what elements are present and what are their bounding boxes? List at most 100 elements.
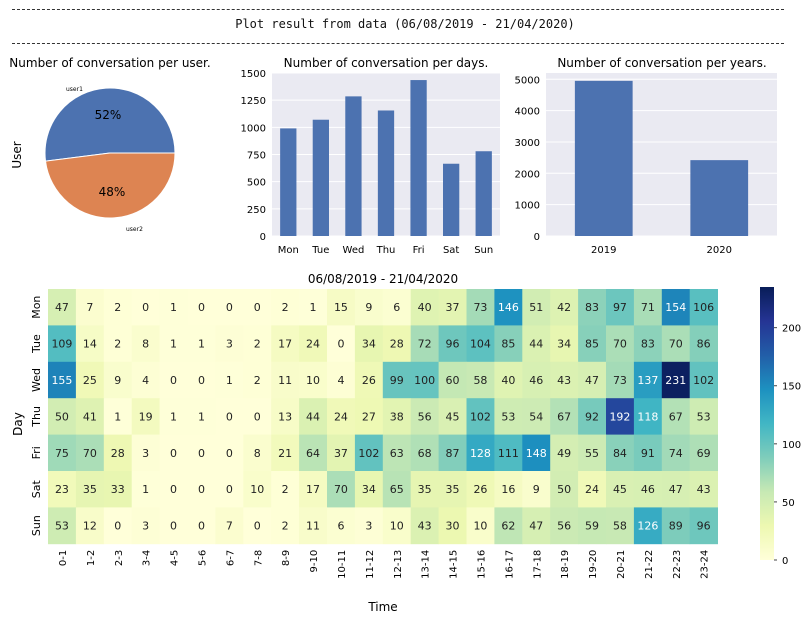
heatmap-chart: 06/08/2019 - 21/04/2020 47 7 2 0 1 0 0 0 2 1 15 9 6 4… — [11, 272, 801, 614]
heatmap-title: 06/08/2019 - 21/04/2020 — [308, 272, 458, 286]
heatmap-cell-value: 10 — [473, 520, 487, 533]
heatmap-cell — [689, 471, 718, 508]
heatmap-row-label: Sun — [30, 515, 43, 536]
heatmap-cell — [299, 325, 328, 363]
heatmap-cell — [522, 434, 551, 472]
heatmap-cell-value: 42 — [557, 301, 571, 314]
heatmap-cell-value: 49 — [557, 447, 571, 460]
heatmap-cell-value: 70 — [83, 447, 97, 460]
heatmap-cell-value: 24 — [585, 483, 599, 496]
heatmap-cell-value: 16 — [501, 483, 515, 496]
heatmap-cell-value: 0 — [198, 520, 205, 533]
years-ytick-label: 2000 — [515, 169, 540, 180]
heatmap-cell — [187, 507, 216, 545]
heatmap-cell-value: 37 — [446, 301, 460, 314]
heatmap-cell-value: 40 — [501, 374, 515, 387]
heatmap-cell-value: 10 — [250, 483, 264, 496]
heatmap-cell — [48, 398, 77, 435]
days-ytick-label: 500 — [247, 178, 266, 189]
heatmap-cell — [550, 434, 579, 472]
heatmap-cell-value: 0 — [170, 447, 177, 460]
heatmap-cell — [410, 471, 439, 508]
heatmap-column-label: 13-14 — [421, 550, 432, 579]
heatmap-cell-value: 19 — [139, 410, 153, 423]
heatmap-cell — [187, 325, 216, 363]
days-bar-fri — [410, 80, 427, 237]
heatmap-cell — [75, 361, 105, 399]
heatmap-cell — [243, 289, 272, 326]
bar-chart-days: Number of conversation per days. 0 250 500… — [241, 56, 500, 256]
heatmap-cell-value: 53 — [501, 410, 515, 423]
heatmap-cells: 47 7 2 0 1 0 0 0 2 1 15 9 6 40 37 73 146 51 42 83 97 71 154 106… — [48, 289, 718, 545]
heatmap-cell — [382, 289, 412, 326]
heatmap-cell — [131, 507, 160, 545]
heatmap-cell — [327, 361, 356, 399]
days-bar-tue — [312, 119, 329, 236]
heatmap-cell-value: 71 — [641, 301, 655, 314]
years-ytick-label: 4000 — [515, 107, 540, 118]
heatmap-cell — [75, 398, 105, 435]
colorbar-tick-label: 200 — [782, 324, 801, 335]
heatmap-cell-value: 38 — [390, 410, 404, 423]
heatmap-cell — [354, 325, 384, 363]
heatmap-row-labels: Mon Tue Wed Thu Fri Sat Sun — [30, 296, 43, 536]
heatmap-column-labels: 0-1 1-2 2-3 3-4 4-5 5-6 6-7 7-8 8-9 9-10 10-11 11-1… — [58, 550, 711, 579]
heatmap-cell — [578, 507, 607, 545]
heatmap-cell — [327, 289, 356, 326]
heatmap-cell — [382, 361, 412, 399]
heatmap-cell — [494, 289, 523, 326]
days-ytick-labels: 0 250 500 750 1000 1250 1500 — [241, 69, 266, 243]
heatmap-cell-value: 9 — [365, 301, 372, 314]
heatmap-xlabel: Time — [367, 600, 397, 614]
heatmap-cell-value: 0 — [254, 301, 261, 314]
heatmap-row-label: Tue — [30, 334, 43, 354]
heatmap-cell — [522, 507, 551, 545]
heatmap-cell — [466, 325, 495, 363]
heatmap-cell — [606, 434, 635, 472]
heatmap-cell — [103, 434, 133, 472]
heatmap-cell-value: 24 — [334, 410, 348, 423]
pie-label-user2: user2 — [126, 226, 143, 233]
heatmap-row-label: Sat — [30, 480, 43, 499]
heatmap-cell-value: 1 — [170, 338, 177, 351]
years-ytick-label: 1000 — [515, 201, 540, 212]
heatmap-cell — [131, 289, 160, 326]
heatmap-cell — [466, 471, 495, 508]
heatmap-cell — [103, 471, 133, 508]
days-bar-mon — [280, 128, 297, 236]
heatmap-cell — [271, 361, 300, 399]
heatmap-cell-value: 50 — [557, 483, 571, 496]
heatmap-cell-value: 64 — [306, 447, 320, 460]
heatmap-cell-value: 0 — [198, 374, 205, 387]
heatmap-cell — [187, 471, 216, 508]
heatmap-cell-value: 0 — [114, 520, 121, 533]
page-title: Plot result from data (06/08/2019 - 21/0… — [235, 17, 575, 31]
days-bar-wed — [345, 96, 362, 236]
heatmap-cell — [410, 361, 439, 399]
heatmap-cell-value: 27 — [362, 410, 376, 423]
heatmap-cell — [103, 507, 133, 545]
heatmap-cell — [103, 289, 133, 326]
pie-slice-user2 — [44, 152, 176, 219]
heatmap-cell-value: 7 — [86, 301, 93, 314]
heatmap-cell-value: 17 — [306, 483, 320, 496]
heatmap-cell — [327, 471, 356, 508]
heatmap-cell — [382, 507, 412, 545]
heatmap-cell — [661, 507, 691, 545]
heatmap-cell — [215, 289, 244, 326]
heatmap-cell-value: 26 — [473, 483, 487, 496]
heatmap-cell — [550, 289, 579, 326]
heatmap-cell — [382, 471, 412, 508]
heatmap-cell-value: 3 — [226, 338, 233, 351]
pie-ylabel: User — [10, 141, 24, 168]
heatmap-cell-value: 72 — [418, 338, 432, 351]
heatmap-cell-value: 47 — [55, 301, 69, 314]
header-bottom-rule — [12, 43, 784, 44]
heatmap-cell — [131, 434, 160, 472]
heatmap-cell — [243, 434, 272, 472]
heatmap-cell-value: 73 — [613, 374, 627, 387]
heatmap-cell-value: 12 — [83, 520, 97, 533]
heatmap-cell-value: 11 — [306, 520, 320, 533]
heatmap-cell — [550, 361, 579, 399]
